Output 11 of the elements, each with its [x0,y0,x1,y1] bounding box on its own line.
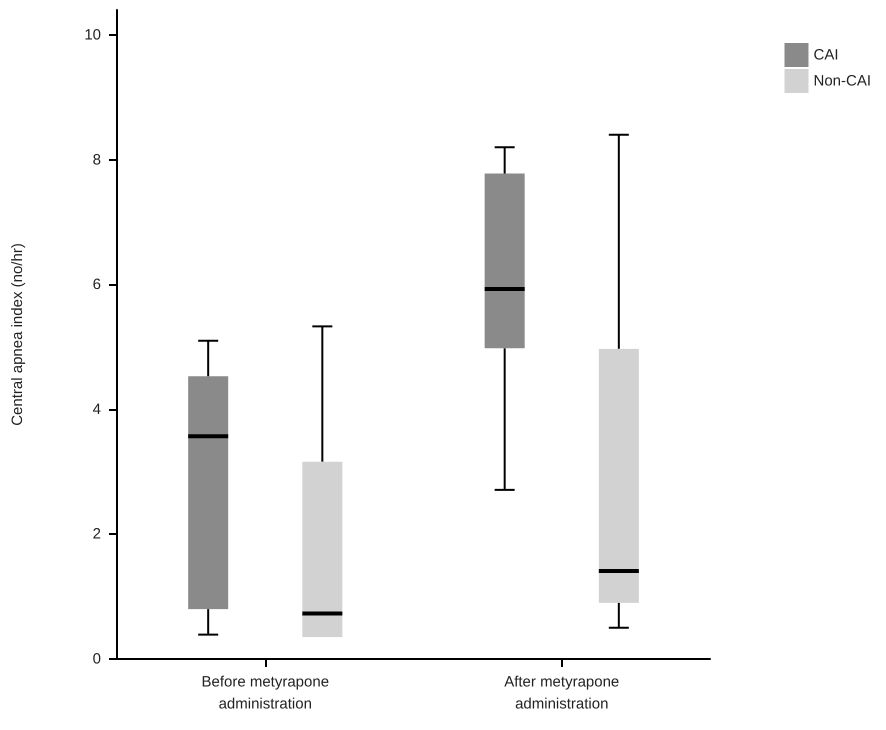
legend-label: Non-CAI [813,72,872,90]
y-tick-label: 8 [92,151,101,168]
x-tick-label: Before metyrapone administration [201,674,330,712]
y-tick-label: 2 [92,526,101,543]
y-tick-label: 6 [92,276,101,294]
y-tick-label: 10 [84,26,101,44]
x-tick-label: After metyrapone administration [504,674,620,712]
y-tick-label: 0 [92,650,101,668]
y-tick-label: 4 [92,400,101,418]
y-axis-title: Central apnea index (no/hr) [9,243,26,426]
legend-label: CAI [813,46,838,64]
